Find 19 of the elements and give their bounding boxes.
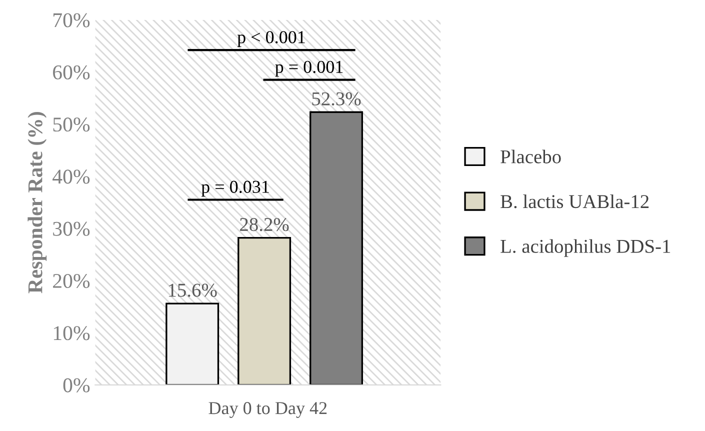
annotation: p = 0.001 [275, 60, 343, 77]
y-tick-label: 40% [52, 170, 90, 184]
y-tick-label: 10% [54, 326, 90, 340]
y-tick-label: 70% [54, 13, 90, 28]
legend-label: Placebo [500, 150, 561, 164]
annotation: p = 0.031 [201, 180, 269, 197]
y-tick-label: 60% [53, 65, 90, 80]
x-axis-title: Day 0 to Day 42 [208, 402, 327, 418]
annotation: p < 0.001 [237, 31, 305, 47]
y-axis-title: Responder Rate (%) [28, 112, 47, 294]
y-tick-label: 30% [53, 222, 90, 236]
data-label: 28.2% [240, 218, 289, 232]
legend-label: L. acidophilus DDS-1 [500, 239, 670, 257]
y-tick-label: 50% [53, 118, 90, 132]
legend-label: B. lactis UABla-12 [500, 194, 649, 208]
data-label: 15.6% [168, 284, 217, 297]
data-label: 52.3% [312, 92, 361, 106]
y-tick-label: 0% [63, 378, 90, 392]
y-tick-label: 20% [53, 274, 90, 288]
